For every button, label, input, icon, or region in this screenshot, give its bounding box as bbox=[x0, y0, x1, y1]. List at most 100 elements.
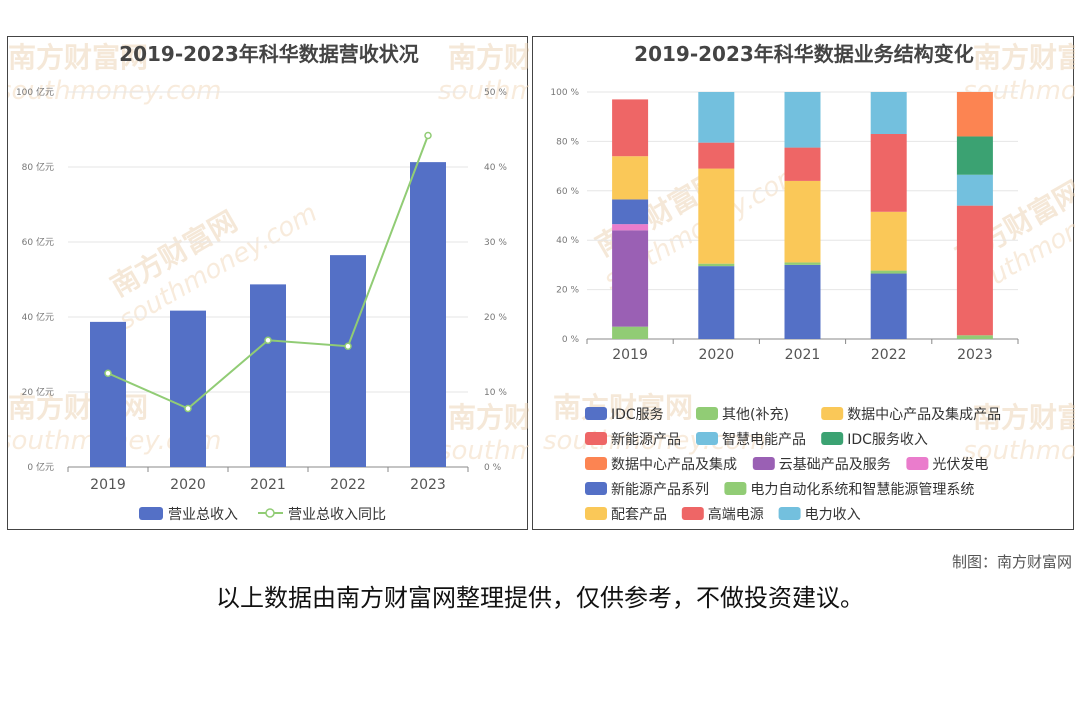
y-right-tick-label: 30 % bbox=[484, 238, 507, 248]
legend-label: 数据中心产品及集成产品 bbox=[847, 406, 1001, 423]
y-left-tick-label: 80 亿元 bbox=[22, 161, 54, 173]
legend-swatch bbox=[585, 482, 607, 495]
revenue-chart: 南方财富网southmoney.com南方财富网southmoney.com南方… bbox=[8, 41, 529, 523]
watermark-en: southmoney.com bbox=[543, 426, 766, 456]
y-left-tick-label: 40 亿元 bbox=[22, 311, 54, 323]
y-right-tick-label: 40 % bbox=[484, 163, 507, 173]
y-right-tick-label: 10 % bbox=[484, 388, 507, 398]
legend-swatch bbox=[778, 507, 801, 520]
stack-segment bbox=[612, 199, 649, 225]
disclaimer-text: 以上数据由南方财富网整理提供，仅供参考，不做投资建议。 bbox=[216, 584, 864, 612]
legend-label: 电力收入 bbox=[805, 507, 861, 523]
stack-segment bbox=[870, 211, 907, 271]
y-left-tick-label: 0 亿元 bbox=[27, 461, 54, 473]
y-left-tick-label: 60 亿元 bbox=[22, 236, 54, 248]
x-tick-label: 2020 bbox=[170, 477, 206, 493]
structure-chart-panel: 南方财富网southmoney.com南方财富网southmoney.com南方… bbox=[532, 36, 1075, 530]
x-tick-label: 2023 bbox=[410, 477, 446, 493]
y-tick-label: 0 % bbox=[562, 335, 580, 345]
legend-swatch bbox=[585, 457, 607, 470]
watermark-cn: 南方财富网 bbox=[973, 401, 1075, 434]
x-tick-label: 2023 bbox=[957, 347, 993, 363]
legend-label: 智慧电能产品 bbox=[722, 432, 806, 448]
x-tick-label: 2019 bbox=[612, 347, 648, 363]
revenue-bar bbox=[250, 284, 286, 467]
x-tick-label: 2020 bbox=[698, 347, 734, 363]
y-tick-label: 20 % bbox=[556, 286, 579, 296]
legend-label: 营业总收入 bbox=[168, 507, 238, 523]
legend-swatch-point bbox=[265, 508, 275, 518]
revenue-bar bbox=[90, 321, 126, 467]
legend-swatch bbox=[585, 507, 607, 520]
stack-segment bbox=[956, 335, 993, 339]
legend-label: 数据中心产品及集成 bbox=[611, 456, 737, 473]
stack-segment bbox=[698, 266, 735, 339]
stack-segment bbox=[698, 92, 735, 143]
legend-swatch bbox=[752, 457, 775, 470]
stack-segment bbox=[784, 147, 821, 181]
y-right-tick-label: 0 % bbox=[484, 463, 502, 473]
x-tick-label: 2022 bbox=[330, 477, 366, 493]
yoy-point bbox=[344, 342, 352, 350]
stack-segment bbox=[956, 92, 993, 137]
legend-label: 其他(补充) bbox=[722, 407, 789, 423]
legend-label: 新能源产品系列 bbox=[611, 482, 709, 498]
legend-swatch bbox=[696, 407, 718, 420]
stack-segment bbox=[698, 142, 735, 169]
yoy-point bbox=[264, 336, 272, 344]
legend-swatch bbox=[724, 482, 747, 495]
watermark-cn: 南方财富网 bbox=[448, 41, 529, 74]
chart-title: 2019-2023年科华数据业务结构变化 bbox=[634, 42, 974, 66]
stack-segment bbox=[956, 205, 993, 336]
stack-segment bbox=[698, 168, 735, 264]
stack-segment bbox=[784, 180, 821, 263]
legend-label: 营业总收入同比 bbox=[288, 507, 386, 523]
stack-segment bbox=[612, 326, 649, 339]
stack-segment bbox=[784, 264, 821, 339]
y-right-tick-label: 50 % bbox=[484, 88, 507, 98]
structure-chart: 南方财富网southmoney.com南方财富网southmoney.com南方… bbox=[543, 41, 1075, 523]
revenue-chart-panel: 南方财富网 southmoney.com 南方财富网 southmoney.com 南方… bbox=[7, 36, 529, 530]
watermark-en: southmoney.com bbox=[963, 436, 1075, 466]
yoy-point bbox=[184, 404, 192, 413]
x-tick-label: 2022 bbox=[871, 347, 907, 363]
legend-label: 光伏发电 bbox=[932, 457, 988, 473]
watermark-en: southmoney.com bbox=[438, 436, 529, 466]
stack-segment bbox=[870, 273, 907, 339]
y-tick-label: 40 % bbox=[556, 236, 579, 246]
y-left-tick-label: 100 亿元 bbox=[16, 86, 54, 98]
legend-swatch bbox=[585, 407, 607, 420]
legend-swatch bbox=[821, 407, 844, 420]
stack-segment bbox=[612, 224, 649, 231]
yoy-point bbox=[104, 369, 112, 377]
legend-label: 高端电源 bbox=[708, 506, 764, 523]
y-tick-label: 80 % bbox=[556, 137, 579, 147]
stack-segment bbox=[956, 174, 993, 206]
watermark-en: southmoney.com bbox=[438, 76, 529, 106]
x-tick-label: 2021 bbox=[785, 347, 821, 363]
y-tick-label: 60 % bbox=[556, 187, 579, 197]
stack-segment bbox=[784, 92, 821, 148]
legend-swatch bbox=[585, 432, 607, 445]
legend-label: 配套产品 bbox=[611, 507, 667, 523]
revenue-bar bbox=[410, 162, 446, 467]
y-right-tick-label: 20 % bbox=[484, 313, 507, 323]
legend-label: IDC服务 bbox=[611, 407, 664, 423]
legend-swatch-bar bbox=[139, 507, 163, 520]
stack-segment bbox=[870, 92, 907, 134]
x-tick-label: 2021 bbox=[250, 477, 286, 493]
watermark-cn: 南方财富网 bbox=[973, 41, 1075, 74]
watermark-cn: 南方财富网 bbox=[448, 401, 529, 434]
legend-swatch bbox=[681, 507, 704, 520]
stack-segment bbox=[956, 136, 993, 175]
legend-swatch bbox=[906, 457, 929, 470]
stack-segment bbox=[612, 99, 649, 157]
stack-segment bbox=[698, 263, 735, 267]
watermark-cn: 南方财富网 bbox=[8, 41, 148, 74]
stack-segment bbox=[612, 156, 649, 200]
y-left-tick-label: 20 亿元 bbox=[22, 386, 54, 398]
legend-swatch bbox=[821, 432, 844, 445]
stack-segment bbox=[612, 230, 649, 327]
legend-label: IDC服务收入 bbox=[847, 432, 928, 448]
stack-segment bbox=[784, 262, 821, 265]
